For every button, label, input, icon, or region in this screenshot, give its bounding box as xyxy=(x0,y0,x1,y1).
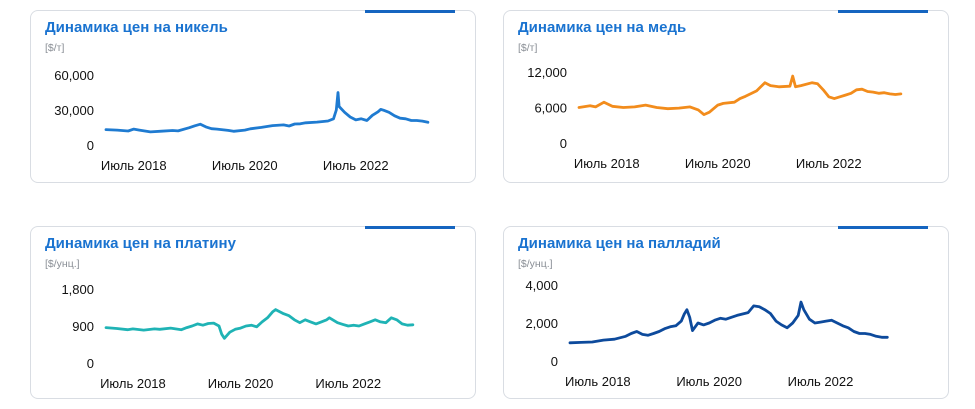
nickel-chart-card: Динамика цен на никель [$/т] 0 30,000 60,0… xyxy=(30,10,476,183)
price-series-line xyxy=(568,300,889,345)
platinum-chart-card: Динамика цен на платину [$/унц.] 0 900 1,8… xyxy=(30,226,476,399)
y-tick-label: 4,000 xyxy=(525,278,558,293)
x-tick-label: Июль 2020 xyxy=(208,376,274,391)
x-tick-label: Июль 2022 xyxy=(323,158,389,173)
x-tick-label: Июль 2018 xyxy=(574,156,640,171)
y-tick-label: 0 xyxy=(551,354,558,369)
y-tick-label: 0 xyxy=(87,356,94,371)
chart-unit: [$/т] xyxy=(45,42,65,54)
y-tick-label: 60,000 xyxy=(54,68,94,83)
x-tick-label: Июль 2020 xyxy=(212,158,278,173)
chart-unit: [$/унц.] xyxy=(45,258,80,270)
x-tick-label: Июль 2022 xyxy=(788,374,854,389)
x-tick-label: Июль 2018 xyxy=(565,374,631,389)
chart-title: Динамика цен на платину xyxy=(45,235,236,252)
x-tick-label: Июль 2022 xyxy=(796,156,862,171)
y-tick-label: 0 xyxy=(87,138,94,153)
x-tick-label: Июль 2018 xyxy=(100,376,166,391)
copper-price-chart: 0 6,000 12,000 Июль 2018 Июль 2020 Июль 2022 xyxy=(527,65,903,171)
copper-chart-card: Динамика цен на медь [$/т] 0 6,000 12,000 И… xyxy=(503,10,949,183)
y-tick-label: 6,000 xyxy=(534,101,567,116)
platinum-price-chart: 0 900 1,800 Июль 2018 Июль 2020 Июль 2022 xyxy=(61,282,415,391)
price-series-line xyxy=(104,308,415,340)
x-tick-label: Июль 2020 xyxy=(676,374,742,389)
chart-title: Динамика цен на никель xyxy=(45,19,228,36)
chart-title: Динамика цен на медь xyxy=(518,19,687,36)
x-tick-label: Июль 2020 xyxy=(685,156,751,171)
palladium-chart-card: Динамика цен на палладий [$/унц.] 0 2,000… xyxy=(503,226,949,399)
y-tick-label: 900 xyxy=(72,319,94,334)
chart-unit: [$/т] xyxy=(518,42,538,54)
chart-title: Динамика цен на палладий xyxy=(518,235,721,252)
y-tick-label: 1,800 xyxy=(61,282,94,297)
x-tick-label: Июль 2022 xyxy=(315,376,381,391)
chart-unit: [$/унц.] xyxy=(518,258,553,270)
nickel-price-chart: 0 30,000 60,000 Июль 2018 Июль 2020 Июль 2022 xyxy=(54,68,430,173)
y-tick-label: 30,000 xyxy=(54,103,94,118)
y-tick-label: 12,000 xyxy=(527,65,567,80)
y-tick-label: 2,000 xyxy=(525,316,558,331)
card-accent-bar xyxy=(365,10,455,13)
price-series-line xyxy=(104,91,430,134)
card-accent-bar xyxy=(365,226,455,229)
price-series-line xyxy=(577,74,903,116)
y-tick-label: 0 xyxy=(560,136,567,151)
card-accent-bar xyxy=(838,10,928,13)
x-tick-label: Июль 2018 xyxy=(101,158,167,173)
palladium-price-chart: 0 2,000 4,000 Июль 2018 Июль 2020 Июль 2022 xyxy=(525,278,889,389)
card-accent-bar xyxy=(838,226,928,229)
